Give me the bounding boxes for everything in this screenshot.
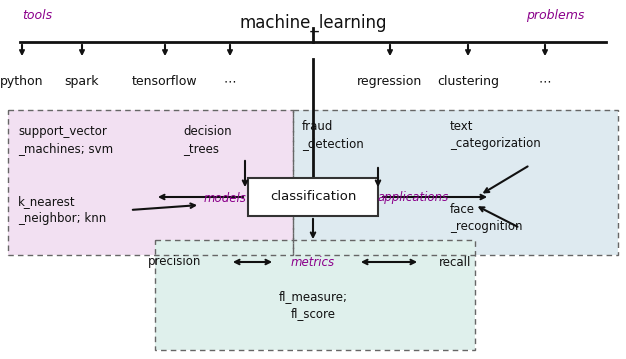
Text: ⋯: ⋯ [539,75,552,88]
Text: ⋯: ⋯ [223,75,236,88]
Text: metrics: metrics [291,256,335,269]
Text: regression: regression [357,75,423,88]
Text: text
_categorization: text _categorization [450,120,541,150]
Text: clustering: clustering [437,75,499,88]
Text: fl_measure;
fl_score: fl_measure; fl_score [279,290,347,320]
Text: fraud
_detection: fraud _detection [302,120,364,150]
Bar [8,110,293,255]
Text: precision: precision [148,256,202,269]
Text: spark: spark [64,75,100,88]
Text: problems: problems [526,9,584,22]
Bar [155,240,475,350]
Bar [293,110,618,255]
Text: classification: classification [270,191,356,204]
Bar [248,178,378,216]
Text: face
_recognition: face _recognition [450,203,523,233]
Text: tools: tools [22,9,52,22]
Text: machine_learning: machine_learning [239,14,387,32]
Text: decision
_trees: decision _trees [183,125,232,155]
Text: models: models [203,191,246,205]
Bar [155,240,475,350]
Bar [8,110,293,255]
Text: applications: applications [378,191,449,205]
Text: support_vector
_machines; svm: support_vector _machines; svm [18,125,113,155]
Bar [293,110,618,255]
Text: python: python [0,75,44,88]
Text: k_nearest
_neighbor; knn: k_nearest _neighbor; knn [18,195,106,225]
Text: tensorflow: tensorflow [132,75,198,88]
Text: recall: recall [439,256,471,269]
